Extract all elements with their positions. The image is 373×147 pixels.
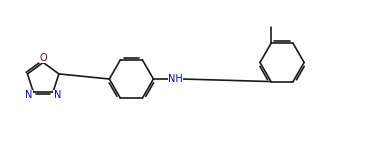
Text: N: N <box>54 90 62 100</box>
Text: O: O <box>40 53 47 63</box>
Text: NH: NH <box>168 74 183 84</box>
Text: N: N <box>25 90 32 100</box>
